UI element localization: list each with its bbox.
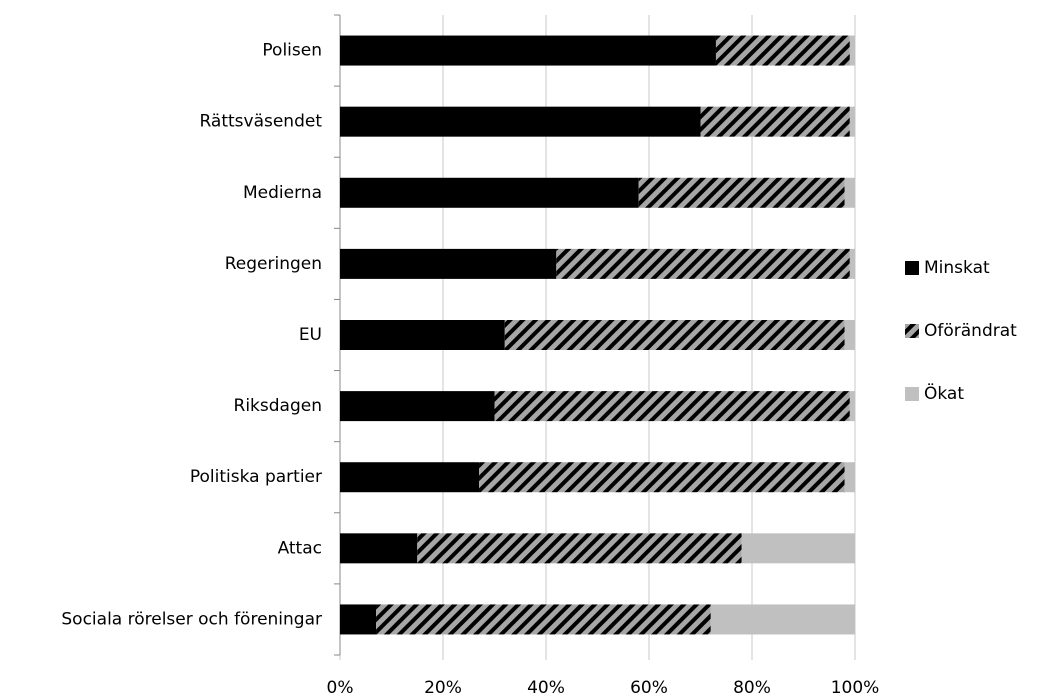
legend-label: Oförändrat [924, 321, 1017, 341]
bar-segment [340, 248, 557, 279]
y-tick-label: Medierna [243, 183, 322, 203]
x-tick-label: 60% [630, 678, 668, 698]
y-tick-label: Rättsväsendet [199, 112, 322, 132]
bar-segment [849, 391, 855, 422]
bar-segment [340, 604, 377, 635]
x-tick-label: 0% [327, 678, 354, 698]
legend-swatch [905, 387, 919, 401]
y-tick-label: Riksdagen [234, 396, 322, 416]
bar-segment [340, 35, 716, 66]
bar-segment [340, 391, 495, 422]
bar-segment [844, 462, 855, 493]
y-tick-label: Regeringen [225, 254, 322, 274]
bar-segment [741, 533, 855, 564]
bar-segment [710, 604, 855, 635]
bar-segment [638, 177, 845, 208]
y-tick-label: Politiska partier [190, 467, 322, 487]
bar-segment [340, 177, 639, 208]
bar-segment [340, 106, 701, 137]
bar-segment [700, 106, 850, 137]
legend-swatch [905, 261, 919, 275]
y-tick-label: Polisen [262, 41, 322, 61]
bar-segment [849, 248, 855, 279]
y-tick-label: EU [299, 325, 322, 345]
x-tick-label: 80% [733, 678, 771, 698]
x-tick-label: 40% [527, 678, 565, 698]
bar-segment [715, 35, 850, 66]
bar-segment [844, 177, 855, 208]
bar-segment [479, 462, 845, 493]
legend-label: Minskat [924, 258, 990, 278]
legend-label: Ökat [924, 382, 964, 404]
bar-segment [556, 248, 850, 279]
y-tick-label: Attac [278, 538, 322, 558]
bar-segment [849, 106, 855, 137]
x-tick-label: 100% [831, 678, 880, 698]
x-tick-label: 20% [424, 678, 462, 698]
bar-segment [376, 604, 711, 635]
bar-segment [340, 320, 505, 350]
bar-segment [340, 462, 480, 493]
bar-segment [417, 533, 742, 564]
bar-segment [340, 533, 418, 564]
bar-segment [494, 391, 850, 422]
bar-segment [504, 320, 845, 350]
bar-segment [849, 35, 855, 66]
legend-swatch [905, 324, 919, 338]
bar-segment [844, 320, 855, 350]
y-tick-label: Sociala rörelser och föreningar [61, 609, 322, 629]
